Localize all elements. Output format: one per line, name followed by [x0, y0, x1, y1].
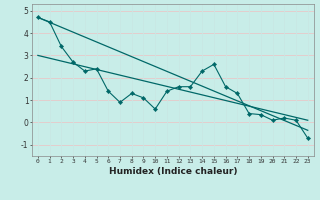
X-axis label: Humidex (Indice chaleur): Humidex (Indice chaleur) [108, 167, 237, 176]
